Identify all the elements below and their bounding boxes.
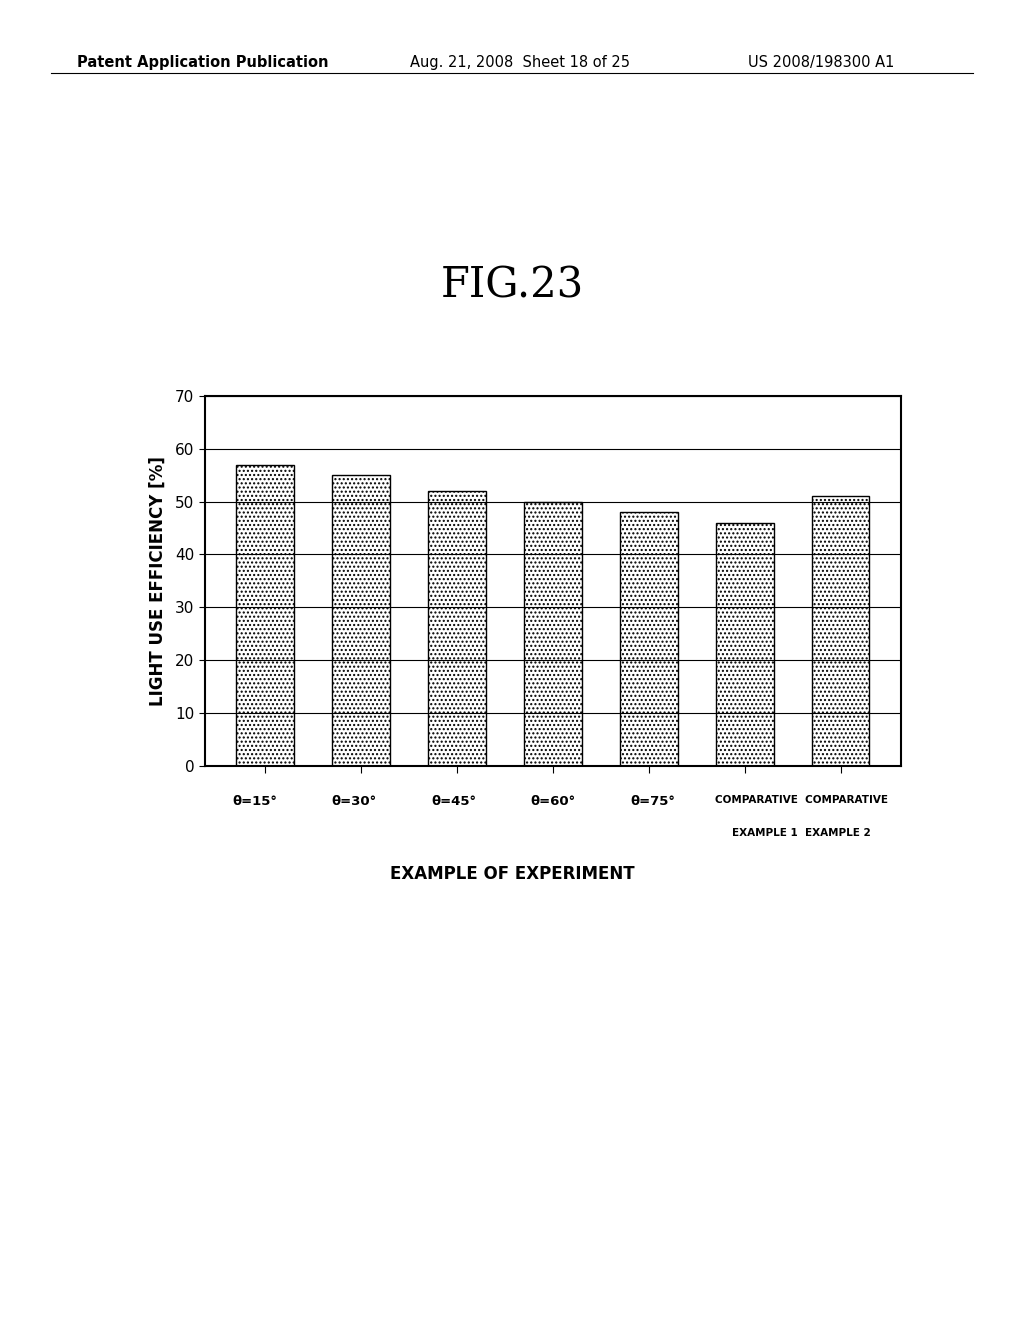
Bar (237, 465, 294, 766)
Text: θ=60°: θ=60° (530, 795, 575, 808)
Text: EXAMPLE 1  EXAMPLE 2: EXAMPLE 1 EXAMPLE 2 (732, 828, 871, 838)
Text: FIG.23: FIG.23 (440, 264, 584, 306)
Text: US 2008/198300 A1: US 2008/198300 A1 (748, 55, 894, 70)
Text: EXAMPLE OF EXPERIMENT: EXAMPLE OF EXPERIMENT (390, 865, 634, 883)
Text: θ=15°: θ=15° (232, 795, 276, 808)
Text: Patent Application Publication: Patent Application Publication (77, 55, 329, 70)
Text: θ=45°: θ=45° (431, 795, 476, 808)
Y-axis label: LIGHT USE EFFICIENCY [%]: LIGHT USE EFFICIENCY [%] (148, 455, 167, 706)
Bar (716, 523, 773, 766)
Bar (428, 491, 485, 766)
Text: Aug. 21, 2008  Sheet 18 of 25: Aug. 21, 2008 Sheet 18 of 25 (410, 55, 630, 70)
Text: COMPARATIVE  COMPARATIVE: COMPARATIVE COMPARATIVE (715, 795, 888, 805)
Text: θ=75°: θ=75° (630, 795, 675, 808)
Bar (333, 475, 390, 766)
Bar (621, 512, 678, 766)
Bar (812, 496, 869, 766)
Bar (524, 502, 582, 766)
Text: θ=30°: θ=30° (332, 795, 377, 808)
